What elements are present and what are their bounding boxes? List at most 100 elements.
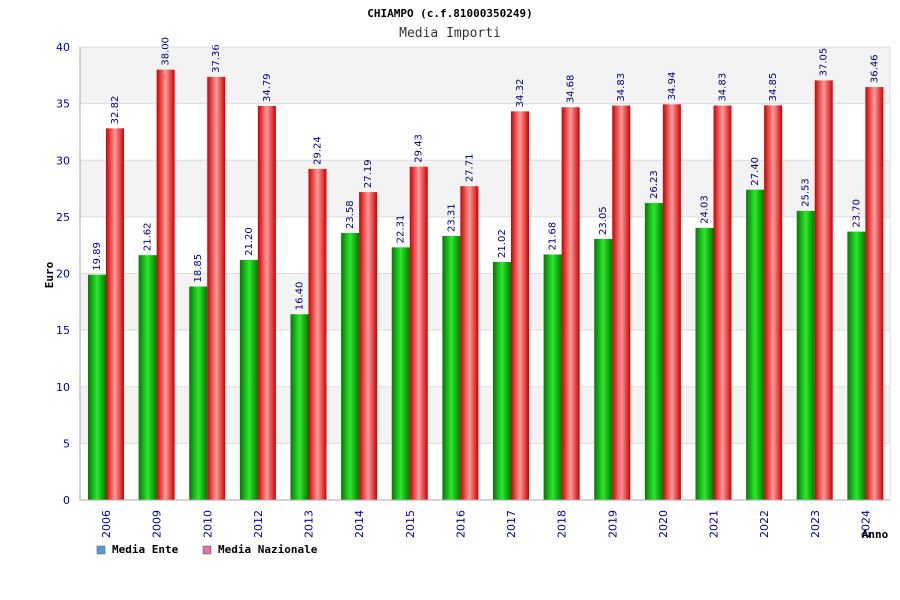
x-tick-label: 2017 — [505, 510, 518, 538]
legend-label: Media Nazionale — [218, 543, 318, 556]
bar-media-nazionale — [511, 111, 529, 501]
data-label-media-nazionale: 34.94 — [667, 72, 678, 101]
bar-media-nazionale — [865, 87, 884, 500]
data-label-media-nazionale: 37.36 — [211, 44, 222, 73]
x-tick-label: 2020 — [657, 510, 670, 538]
axes: 0 5 10 15 20 25 30 35 40 2006 2009 2010 2012 2013 2014… — [56, 41, 891, 538]
y-tick-label: 15 — [56, 324, 70, 337]
data-label-media-ente: 21.62 — [143, 223, 154, 252]
y-tick-label: 10 — [56, 381, 70, 394]
bar-media-ente — [594, 238, 613, 501]
bar-media-ente — [543, 254, 562, 500]
data-label-media-ente: 26.23 — [649, 170, 660, 199]
data-label-media-ente: 21.20 — [244, 227, 255, 256]
bar-media-nazionale — [359, 192, 378, 501]
bar-media-nazionale — [460, 186, 479, 500]
x-tick-label: 2015 — [404, 510, 417, 538]
bar-media-nazionale — [257, 106, 276, 501]
chart-subtitle: Media Importi — [399, 26, 501, 41]
data-label-media-nazionale: 27.19 — [363, 159, 374, 188]
bar-media-ente — [644, 202, 663, 500]
y-tick-label: 35 — [56, 98, 70, 111]
x-tick-label: 2018 — [556, 510, 569, 538]
bar-media-ente — [442, 236, 461, 500]
data-label-media-nazionale: 29.24 — [313, 136, 324, 165]
data-label-media-nazionale: 32.82 — [110, 96, 121, 125]
data-label-media-nazionale: 36.46 — [869, 54, 880, 83]
bar-media-nazionale — [106, 128, 124, 500]
bar-media-ente — [88, 274, 106, 500]
data-label-media-nazionale: 27.71 — [464, 154, 475, 183]
x-tick-label: 2021 — [708, 510, 721, 538]
bar-media-ente — [290, 314, 309, 500]
y-tick-label: 0 — [63, 494, 70, 507]
x-tick-label: 2010 — [201, 510, 214, 538]
chart-title: CHIAMPO (c.f.81000350249) — [367, 7, 533, 20]
bar-media-ente — [138, 255, 157, 500]
data-label-media-ente: 23.31 — [446, 203, 457, 232]
data-label-media-ente: 21.68 — [548, 222, 559, 251]
bar-media-nazionale — [308, 168, 327, 500]
data-label-media-ente: 25.53 — [801, 178, 812, 207]
bar-media-ente — [239, 259, 258, 500]
x-tick-label: 2014 — [353, 510, 366, 538]
bar-media-ente — [796, 210, 815, 501]
bar-media-nazionale — [612, 105, 631, 501]
y-tick-label: 25 — [56, 211, 70, 224]
x-tick-label: 2006 — [100, 510, 113, 538]
data-label-media-nazionale: 34.83 — [616, 73, 627, 102]
data-label-media-ente: 22.31 — [396, 215, 407, 244]
data-label-media-ente: 23.05 — [598, 206, 609, 235]
data-label-media-nazionale: 34.68 — [566, 75, 577, 104]
x-tick-label: 2023 — [809, 510, 822, 538]
y-tick-label: 30 — [56, 154, 70, 167]
data-label-media-nazionale: 34.85 — [768, 73, 779, 102]
bar-media-ente — [493, 261, 511, 500]
data-label-media-nazionale: 37.05 — [819, 48, 830, 77]
bar-media-nazionale — [764, 105, 783, 500]
x-tick-label: 2019 — [606, 510, 619, 538]
x-tick-label: 2024 — [859, 510, 872, 538]
data-label-media-nazionale: 34.32 — [515, 79, 526, 108]
data-label-media-nazionale: 38.00 — [161, 37, 172, 66]
bar-media-ente — [341, 232, 360, 501]
bar-media-nazionale — [713, 105, 732, 501]
x-tick-label: 2016 — [454, 510, 467, 538]
bar-media-nazionale — [662, 104, 681, 500]
bar-media-nazionale — [207, 76, 226, 500]
data-label-media-ente: 18.85 — [193, 254, 204, 283]
bar-media-ente — [746, 189, 765, 500]
data-label-media-ente: 27.40 — [750, 157, 761, 186]
bar-media-nazionale — [409, 166, 428, 500]
y-axis-title: Euro — [43, 261, 56, 288]
data-label-media-ente: 23.70 — [851, 199, 862, 228]
bar-media-ente — [189, 286, 208, 500]
x-tick-label: 2012 — [252, 510, 265, 538]
data-label-media-ente: 19.89 — [92, 242, 103, 271]
x-tick-label: 2009 — [151, 510, 164, 538]
data-label-media-nazionale: 34.83 — [718, 73, 729, 102]
y-tick-label: 20 — [56, 268, 70, 281]
data-label-media-ente: 16.40 — [295, 282, 306, 311]
legend-swatch — [96, 545, 106, 555]
x-tick-label: 2022 — [758, 510, 771, 538]
bar-media-nazionale — [561, 107, 580, 501]
legend-swatch — [202, 545, 212, 555]
y-tick-label: 40 — [56, 41, 70, 54]
data-label-media-ente: 23.58 — [345, 200, 356, 229]
bars-group: 19.89 32.82 21.62 38.00 18.85 37.36 21.20 34.79… — [88, 37, 884, 501]
data-label-media-ente: 24.03 — [700, 195, 711, 224]
legend-label: Media Ente — [112, 543, 179, 556]
bar-media-nazionale — [814, 80, 833, 500]
bar-media-ente — [847, 231, 866, 500]
data-label-media-nazionale: 34.79 — [262, 73, 273, 102]
x-axis-title: Anno — [862, 528, 889, 541]
x-tick-label: 2013 — [303, 510, 316, 538]
bar-media-nazionale — [156, 69, 175, 501]
legend: Media Ente Media Nazionale — [96, 543, 318, 556]
bar-media-ente — [695, 227, 714, 501]
bar-media-ente — [391, 247, 410, 500]
data-label-media-nazionale: 29.43 — [414, 134, 425, 163]
data-label-media-ente: 21.02 — [497, 229, 508, 258]
